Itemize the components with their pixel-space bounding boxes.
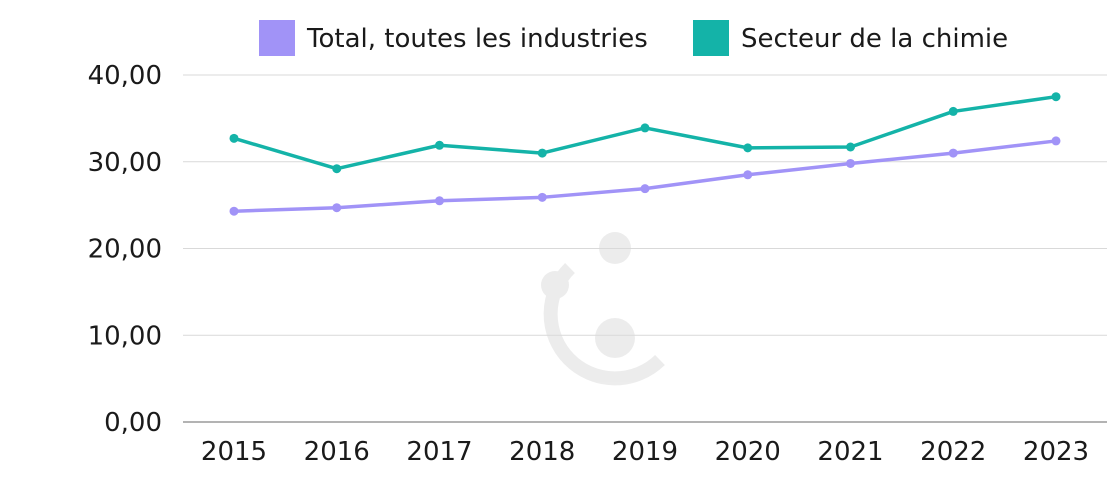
series-1	[229, 136, 1061, 216]
gridlines	[183, 74, 1107, 423]
data-point	[743, 143, 753, 153]
legend-swatch	[259, 20, 295, 56]
x-tick-label: 2022	[920, 437, 986, 467]
y-axis: 0,00 10,00 20,00 30,00 40,00	[88, 61, 162, 438]
data-point	[537, 192, 547, 202]
data-point	[229, 206, 239, 216]
x-tick-label: 2017	[406, 437, 472, 467]
legend-swatch	[693, 20, 729, 56]
data-point	[640, 123, 650, 133]
legend-item: Secteur de la chimie	[693, 20, 1008, 56]
series-2	[229, 92, 1061, 174]
data-point	[537, 148, 547, 158]
x-tick-label: 2020	[715, 437, 781, 467]
x-tick-label: 2023	[1023, 437, 1089, 467]
data-point	[332, 203, 342, 213]
y-tick-label: 20,00	[88, 235, 162, 265]
legend-label: Total, toutes les industries	[306, 24, 648, 54]
data-point	[743, 170, 753, 180]
data-point	[332, 164, 342, 174]
x-tick-label: 2019	[612, 437, 678, 467]
series-line	[232, 139, 1058, 213]
y-tick-label: 10,00	[88, 321, 162, 351]
series-lines	[229, 92, 1061, 216]
x-tick-label: 2021	[817, 437, 883, 467]
data-point	[640, 184, 650, 194]
legend: Total, toutes les industries Secteur de l…	[259, 20, 1008, 56]
data-point	[846, 142, 855, 152]
data-point	[948, 148, 958, 158]
data-point	[1051, 136, 1061, 146]
legend-label: Secteur de la chimie	[741, 24, 1008, 54]
data-point	[1051, 92, 1061, 102]
y-tick-label: 30,00	[88, 148, 162, 178]
legend-item: Total, toutes les industries	[259, 20, 648, 56]
x-tick-label: 2015	[201, 437, 267, 467]
data-point	[229, 133, 239, 143]
watermark-logo	[541, 232, 665, 386]
data-point	[846, 158, 855, 168]
y-tick-label: 0,00	[104, 408, 162, 438]
y-tick-label: 40,00	[88, 61, 162, 91]
x-axis: 2015 2016 2017 2018 2019 2020 2021 2022 2023	[201, 437, 1089, 467]
data-point	[435, 196, 444, 206]
x-tick-label: 2016	[304, 437, 370, 467]
data-point	[948, 106, 958, 116]
series-line	[232, 94, 1058, 171]
data-point	[435, 140, 444, 150]
x-tick-label: 2018	[509, 437, 575, 467]
